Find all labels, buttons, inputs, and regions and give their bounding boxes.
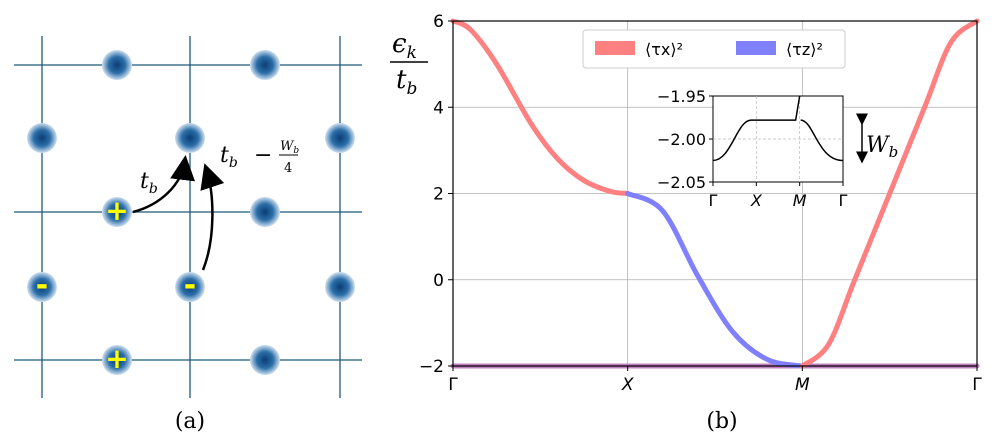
sign-labels: + - - +	[36, 194, 196, 375]
hop-arrow-tb-wb	[200, 163, 225, 271]
x-tick-label: X	[621, 375, 634, 395]
band-panel: −2 0 2 4 6 Γ X M Γ ϵk tb ⟨τx⟩² ⟨τz⟩² −1.95 −2.00…	[390, 12, 982, 434]
lattice-site	[250, 345, 280, 375]
band-series-0	[450, 18, 631, 196]
sign-label-2: -	[184, 268, 196, 303]
inset-x-tick-label: M	[793, 191, 807, 210]
svg-text:tb: tb	[396, 65, 417, 99]
caption-a: (a)	[175, 409, 205, 434]
svg-text:−: −	[254, 143, 272, 168]
svg-text:Wb: Wb	[280, 139, 299, 156]
legend-label-tx: ⟨τx⟩²	[645, 40, 683, 59]
wb-label: Wb	[866, 133, 898, 161]
legend-label-tz: ⟨τz⟩²	[786, 40, 823, 59]
lattice-site	[27, 272, 57, 302]
inset-x-tick-label: X	[750, 191, 763, 210]
x-tick-label: Γ	[972, 375, 982, 395]
legend-swatch-tx	[595, 41, 635, 55]
lattice-site	[250, 50, 280, 80]
lattice-panel: tb tb − Wb 4 + - - + (a)	[14, 36, 362, 434]
inset-y-ticks: −1.95 −2.00 −2.05	[657, 87, 713, 192]
band-series-1	[625, 191, 805, 369]
inset-band-curve	[712, 95, 844, 162]
y-tick-label: 6	[433, 12, 444, 32]
band-series-2	[799, 18, 980, 369]
lattice-site	[27, 123, 57, 153]
sign-label-0: +	[105, 194, 128, 227]
lattice-grid	[14, 36, 362, 398]
lattice-site	[175, 123, 205, 153]
inset-plot: −1.95 −2.00 −2.05 Γ X M Γ Wb	[657, 87, 898, 210]
svg-text:tb: tb	[220, 143, 238, 171]
inset-y-tick-label: −1.95	[657, 87, 706, 106]
hop-label-tb: tb	[140, 169, 158, 197]
inset-x-tick-label: Γ	[709, 191, 718, 210]
inset-y-tick-label: −2.00	[657, 130, 706, 149]
x-tick-label: M	[795, 375, 810, 395]
inset-y-tick-label: −2.05	[657, 173, 706, 192]
lattice-site	[250, 197, 280, 227]
lattice-site	[102, 345, 132, 375]
y-axis-label: ϵk tb	[390, 29, 428, 99]
lattice-site	[175, 272, 205, 302]
y-tick-label: 4	[433, 98, 444, 118]
legend-swatch-tz	[736, 41, 776, 55]
lattice-site	[325, 123, 355, 153]
lattice-sites	[27, 50, 355, 375]
sign-label-3: +	[105, 342, 128, 375]
y-axis-ticks: −2 0 2 4 6	[419, 12, 453, 377]
y-tick-label: −2	[419, 357, 444, 377]
inset-x-tick-label: Γ	[839, 191, 848, 210]
legend: ⟨τx⟩² ⟨τz⟩²	[582, 29, 846, 69]
sign-label-1: -	[36, 268, 48, 303]
y-tick-label: 2	[433, 185, 444, 205]
hop-label-tb-wb: tb − Wb 4	[220, 139, 299, 176]
lattice-site	[325, 272, 355, 302]
y-tick-label: 0	[433, 271, 444, 291]
caption-b: (b)	[706, 409, 737, 434]
lattice-site	[102, 50, 132, 80]
svg-text:4: 4	[284, 161, 292, 176]
hop-arrow-tb	[132, 155, 196, 214]
lattice-site	[102, 197, 132, 227]
svg-text:ϵk: ϵk	[392, 29, 417, 63]
x-tick-label: Γ	[448, 375, 458, 395]
